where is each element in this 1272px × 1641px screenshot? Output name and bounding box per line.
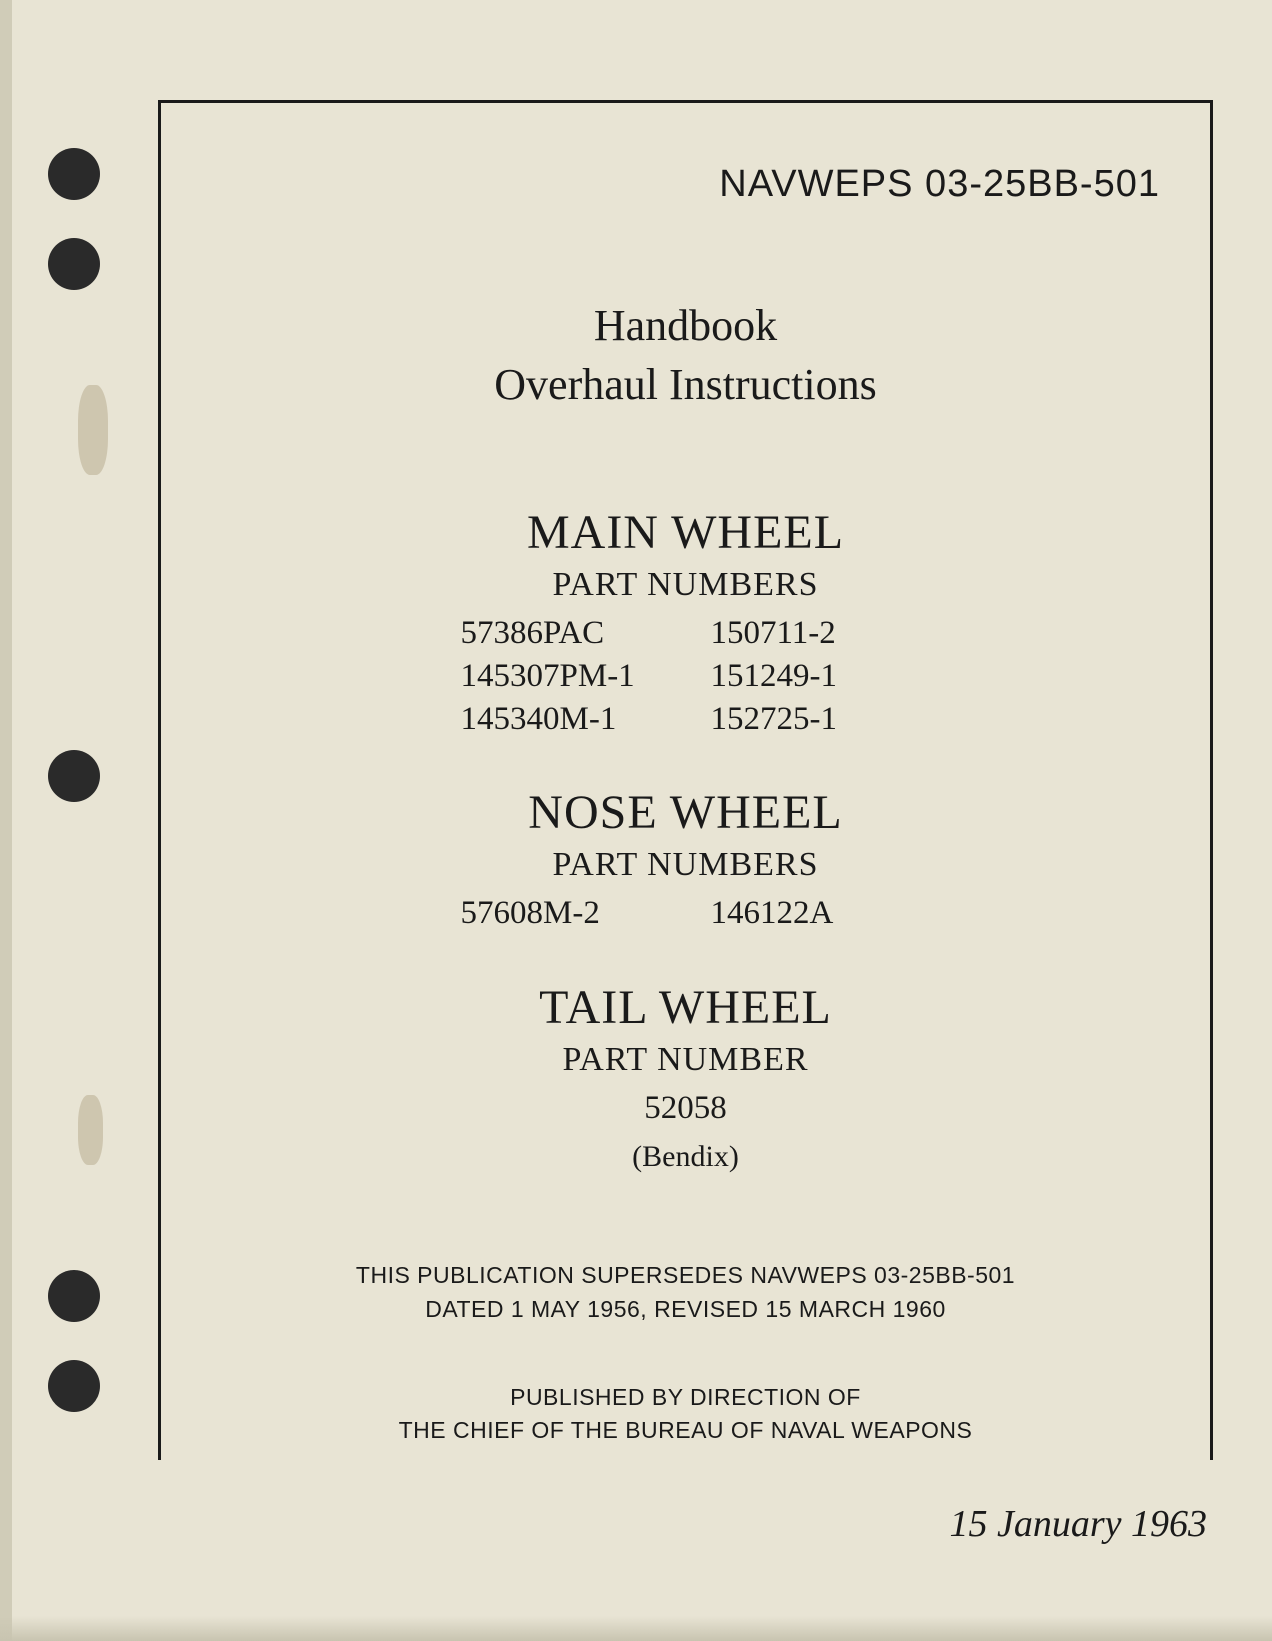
nose-wheel-parts-row: 57608M-2 146122A — [211, 892, 1160, 935]
document-page: NAVWEPS 03-25BB-501 Handbook Overhaul In… — [0, 0, 1272, 1641]
supersede-line-1: THIS PUBLICATION SUPERSEDES NAVWEPS 03-2… — [211, 1259, 1160, 1292]
punch-hole — [48, 238, 100, 290]
main-wheel-heading: MAIN WHEEL — [211, 505, 1160, 560]
supersede-line-2: DATED 1 MAY 1956, REVISED 15 MARCH 1960 — [211, 1293, 1160, 1326]
part-number: 152725-1 — [711, 698, 911, 741]
part-number: 52058 — [211, 1087, 1160, 1130]
publisher-line-1: PUBLISHED BY DIRECTION OF — [211, 1381, 1160, 1414]
publisher-line-2: THE CHIEF OF THE BUREAU OF NAVAL WEAPONS — [211, 1414, 1160, 1447]
title-line-2: Overhaul Instructions — [211, 355, 1160, 414]
punch-hole — [48, 750, 100, 802]
nose-wheel-heading: NOSE WHEEL — [211, 785, 1160, 840]
part-number: 150711-2 — [711, 612, 911, 655]
publication-date: 15 January 1963 — [949, 1502, 1207, 1546]
part-number: 151249-1 — [711, 655, 911, 698]
part-number: 145307PM-1 — [461, 655, 661, 698]
binding-edge — [0, 0, 12, 1641]
page-shadow — [0, 1616, 1272, 1641]
main-wheel-subheading: PART NUMBERS — [211, 566, 1160, 604]
part-number: 146122A — [711, 892, 911, 935]
punch-hole — [48, 1270, 100, 1322]
nose-wheel-section: NOSE WHEEL PART NUMBERS 57608M-2 146122A — [211, 785, 1160, 935]
paper-stain — [78, 1095, 103, 1165]
content-frame: NAVWEPS 03-25BB-501 Handbook Overhaul In… — [158, 100, 1213, 1460]
title-line-1: Handbook — [211, 296, 1160, 355]
main-wheel-section: MAIN WHEEL PART NUMBERS 57386PAC 150711-… — [211, 505, 1160, 741]
supersede-notice: THIS PUBLICATION SUPERSEDES NAVWEPS 03-2… — [211, 1259, 1160, 1326]
main-wheel-parts-row-1: 57386PAC 150711-2 — [211, 612, 1160, 655]
title-block: Handbook Overhaul Instructions — [211, 296, 1160, 415]
tail-wheel-heading: TAIL WHEEL — [211, 980, 1160, 1035]
manufacturer: (Bendix) — [211, 1140, 1160, 1174]
paper-stain — [78, 385, 108, 475]
part-number: 145340M-1 — [461, 698, 661, 741]
tail-wheel-subheading: PART NUMBER — [211, 1041, 1160, 1079]
nose-wheel-subheading: PART NUMBERS — [211, 846, 1160, 884]
document-id: NAVWEPS 03-25BB-501 — [211, 163, 1160, 206]
punch-hole — [48, 1360, 100, 1412]
publisher-notice: PUBLISHED BY DIRECTION OF THE CHIEF OF T… — [211, 1381, 1160, 1448]
punch-hole — [48, 148, 100, 200]
tail-wheel-section: TAIL WHEEL PART NUMBER 52058 (Bendix) — [211, 980, 1160, 1174]
main-wheel-parts-row-3: 145340M-1 152725-1 — [211, 698, 1160, 741]
part-number: 57386PAC — [461, 612, 661, 655]
main-wheel-parts-row-2: 145307PM-1 151249-1 — [211, 655, 1160, 698]
part-number: 57608M-2 — [461, 892, 661, 935]
